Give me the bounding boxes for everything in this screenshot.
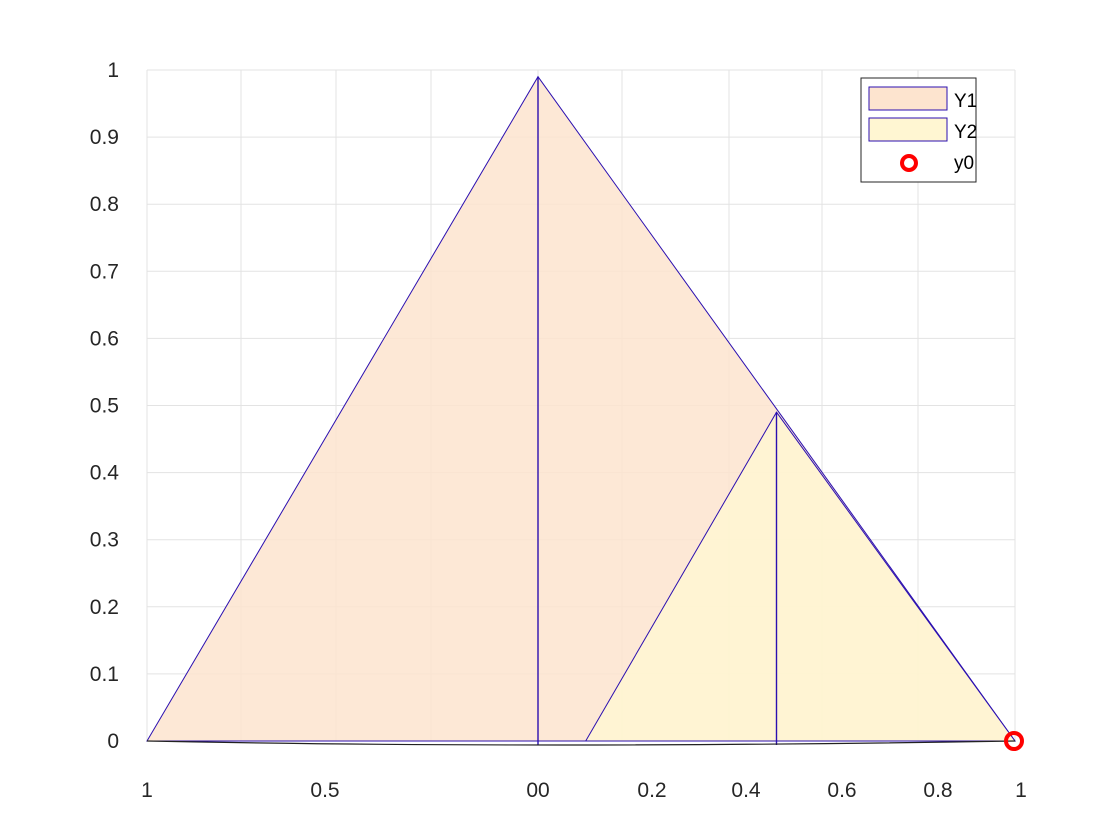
plot-areas xyxy=(146,75,1016,746)
y-tick-label: 0.2 xyxy=(90,596,119,619)
x-tick-label: 1 xyxy=(141,779,153,802)
x-tick-label: 1 xyxy=(1015,779,1027,802)
y-tick-label: 0.4 xyxy=(90,462,120,485)
y-tick-label: 0.8 xyxy=(90,193,119,216)
y-tick-label: 0.6 xyxy=(90,327,119,350)
legend-label-y2: Y2 xyxy=(954,122,977,143)
x-tick-label: 0.4 xyxy=(731,779,761,802)
x-tick-label: 00 xyxy=(526,779,549,802)
x-tick-label: 0.6 xyxy=(827,779,856,802)
legend-swatch-y1 xyxy=(868,86,948,111)
legend-label-y1: Y1 xyxy=(954,91,977,112)
legend-swatch-y2 xyxy=(868,117,948,142)
x-tick-label: 0.2 xyxy=(637,779,666,802)
legend-marker-y0 xyxy=(900,154,918,172)
y-tick-label: 0.1 xyxy=(90,663,119,686)
y-tick-label: 0.7 xyxy=(90,260,119,283)
legend-label-y0: y0 xyxy=(954,153,974,174)
y-tick-label: 1 xyxy=(107,59,119,82)
y-tick-label: 0.9 xyxy=(90,126,119,149)
y-tick-label: 0.3 xyxy=(90,529,119,552)
marker-y0 xyxy=(1004,731,1024,751)
area-y2 xyxy=(584,411,1016,742)
base-edge xyxy=(146,740,1016,746)
x-axis-ticks: 1 0.5 00 0.2 0.4 0.6 0.8 1 xyxy=(141,779,1027,802)
x-tick-label: 0.8 xyxy=(923,779,952,802)
y-tick-label: 0 xyxy=(107,730,119,753)
x-tick-label: 0.5 xyxy=(310,779,339,802)
y-tick-label: 0.5 xyxy=(90,395,119,418)
plot-markers xyxy=(1004,731,1024,751)
y-axis-ticks: 0 0.1 0.2 0.3 0.4 0.5 0.6 0.7 0.8 0.9 1 xyxy=(90,59,120,753)
legend: Y1 Y2 y0 xyxy=(860,77,977,183)
